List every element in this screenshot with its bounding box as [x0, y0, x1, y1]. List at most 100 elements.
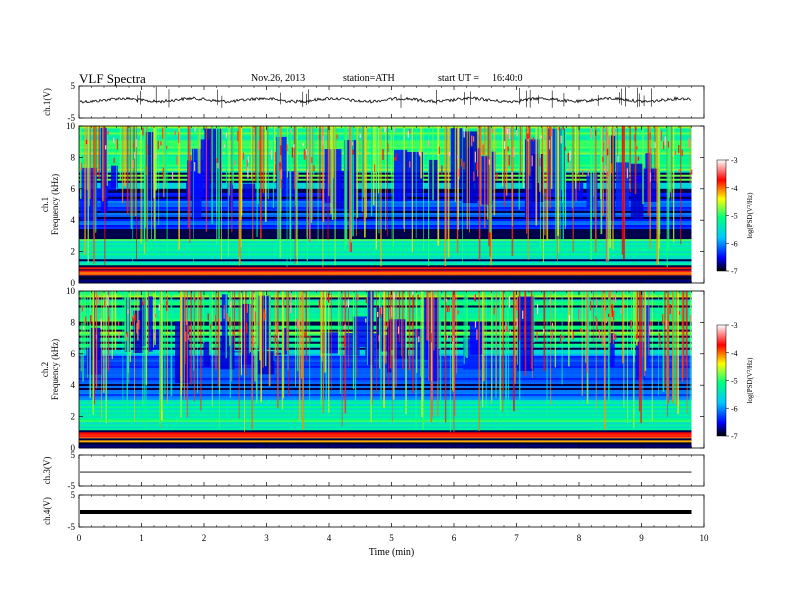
- heatmap-hot-speckle: [157, 140, 159, 150]
- heatmap-hot-speckle: [217, 332, 219, 343]
- heatmap-streak: [466, 126, 468, 230]
- heatmap-hot-speckle: [457, 310, 459, 315]
- heatmap-streak: [239, 126, 241, 265]
- heatmap-streak: [499, 291, 502, 410]
- heatmap-streak: [361, 126, 363, 212]
- heatmap-hot-speckle: [586, 329, 588, 340]
- heatmap-hot-speckle: [142, 302, 144, 306]
- heatmap-hot-speckle: [511, 172, 513, 180]
- heatmap-streak: [438, 291, 441, 349]
- heatmap-streak: [193, 126, 194, 264]
- heatmap-band: [79, 417, 692, 421]
- heatmap-band: [79, 371, 692, 374]
- heatmap-streak: [585, 291, 587, 363]
- heatmap-streak: [202, 291, 205, 344]
- heatmap-streak: [164, 126, 167, 188]
- heatmap-band: [79, 220, 692, 224]
- heatmap-streak: [126, 291, 129, 417]
- heatmap-hot-speckle: [113, 137, 115, 144]
- heatmap-hot-speckle: [322, 136, 324, 146]
- heatmap-band: [79, 258, 692, 262]
- heatmap-streak: [231, 126, 233, 233]
- heatmap-streak: [422, 291, 424, 430]
- heatmap-hot-speckle: [290, 302, 292, 314]
- heatmap-hot-speckle: [446, 335, 449, 340]
- heatmap-hot-speckle: [446, 305, 449, 312]
- heatmap-streak: [535, 126, 538, 226]
- heatmap-streak: [286, 291, 288, 351]
- y-tick-label: 10: [66, 121, 76, 131]
- heatmap-hot-speckle: [257, 141, 260, 151]
- heatmap-streak: [658, 126, 661, 249]
- heatmap-streak: [180, 291, 182, 395]
- heatmap-streak: [623, 126, 625, 260]
- colorbar-tick-label: -5: [731, 212, 738, 221]
- heatmap-low-region: [367, 291, 374, 365]
- heatmap-streak: [537, 126, 540, 184]
- heatmap-streak: [87, 126, 89, 263]
- channel-label: ch.1: [40, 197, 50, 212]
- heatmap-hot-speckle: [419, 152, 421, 157]
- heatmap-streak: [152, 291, 154, 348]
- heatmap-hot-speckle: [418, 336, 420, 343]
- heatmap-streak: [477, 126, 479, 177]
- heatmap-hot-speckle: [536, 303, 539, 315]
- heatmap-streak: [542, 126, 544, 263]
- heatmap-hot-speckle: [516, 128, 518, 137]
- heatmap-low-region: [144, 132, 154, 201]
- heatmap-streak: [391, 126, 393, 257]
- heatmap-hot-speckle: [230, 301, 232, 308]
- heatmap-hot-speckle: [688, 138, 690, 148]
- heatmap-streak: [576, 126, 579, 175]
- heatmap-hot-speckle: [605, 317, 607, 323]
- heatmap-hot-speckle: [318, 299, 321, 308]
- heatmap-low-region: [566, 182, 584, 200]
- heatmap-hot-speckle: [162, 167, 164, 178]
- heatmap-hot-speckle: [382, 149, 384, 160]
- heatmap-hot-speckle: [126, 332, 128, 337]
- heatmap-band: [79, 260, 692, 264]
- x-tick-label: 2: [202, 533, 207, 543]
- heatmap-hot-speckle: [649, 172, 652, 182]
- heatmap-streak: [347, 291, 349, 367]
- y-tick-label: 0: [71, 278, 76, 288]
- heatmap-streak: [182, 291, 183, 388]
- heatmap-streak: [562, 126, 565, 254]
- heatmap-band: [79, 415, 692, 419]
- heatmap-band: [79, 389, 692, 393]
- heatmap-hot-speckle: [543, 328, 545, 334]
- heatmap-streak: [345, 126, 348, 245]
- heatmap-hot-speckle: [441, 165, 443, 175]
- heatmap-low-region: [110, 165, 118, 188]
- heatmap-streak: [519, 126, 522, 176]
- heatmap-streak: [286, 126, 288, 267]
- heatmap-band: [79, 266, 692, 270]
- heatmap-streak: [328, 291, 330, 413]
- heatmap-hot-speckle: [438, 146, 440, 154]
- heatmap-streak: [135, 126, 137, 217]
- heatmap-hot-speckle: [536, 331, 538, 341]
- heatmap-band: [79, 431, 692, 435]
- heatmap-streak: [561, 126, 563, 190]
- x-tick-label: 8: [577, 533, 582, 543]
- heatmap-hot-speckle: [276, 322, 278, 334]
- colorbar: -3 -4 -5 -6 -7 log(PSD(V²/Hz): [716, 321, 754, 441]
- heatmap-streak: [658, 291, 659, 396]
- heatmap-streak: [371, 291, 373, 406]
- heatmap-hot-speckle: [359, 134, 361, 138]
- heatmap-streak: [672, 126, 675, 243]
- heatmap-streak: [492, 291, 494, 351]
- heatmap-streak: [211, 126, 212, 183]
- heatmap-streak: [238, 126, 240, 257]
- heatmap-hot-speckle: [132, 159, 134, 169]
- heatmap-hot-speckle: [161, 300, 163, 304]
- heatmap-streak: [146, 126, 148, 242]
- y-axis-label: Frequency (kHz): [50, 174, 60, 235]
- heatmap-band: [79, 443, 692, 447]
- heatmap-streak: [229, 291, 232, 398]
- ch1_waveform-panel: 5 -5 ch.1(V): [42, 81, 705, 123]
- heatmap-streak: [672, 291, 674, 404]
- heatmap-streak: [154, 291, 156, 346]
- heatmap-streak: [197, 291, 200, 342]
- heatmap-streak: [170, 291, 173, 397]
